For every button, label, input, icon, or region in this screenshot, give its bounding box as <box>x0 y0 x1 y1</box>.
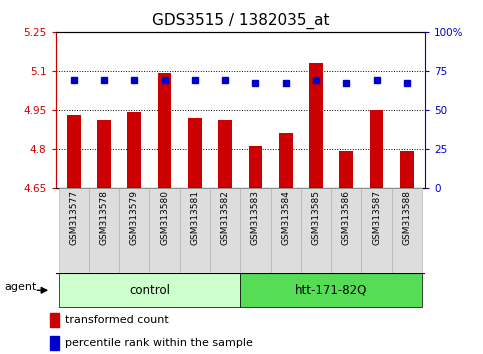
Text: control: control <box>129 284 170 297</box>
Bar <box>50 336 59 350</box>
Bar <box>149 188 180 273</box>
Bar <box>340 151 353 188</box>
Text: GSM313579: GSM313579 <box>130 190 139 245</box>
Text: GSM313583: GSM313583 <box>251 190 260 245</box>
Text: GSM313587: GSM313587 <box>372 190 381 245</box>
Bar <box>210 188 241 273</box>
Bar <box>218 120 232 188</box>
Bar <box>241 273 422 307</box>
Text: GSM313585: GSM313585 <box>312 190 321 245</box>
Bar <box>58 273 241 307</box>
Bar <box>392 188 422 273</box>
Text: percentile rank within the sample: percentile rank within the sample <box>65 338 253 348</box>
Bar <box>89 188 119 273</box>
Bar <box>309 63 323 188</box>
Bar <box>97 120 111 188</box>
Bar <box>370 110 384 188</box>
Bar <box>128 112 141 188</box>
Text: agent: agent <box>4 282 37 292</box>
Text: GSM313580: GSM313580 <box>160 190 169 245</box>
Bar <box>331 188 361 273</box>
Text: GSM313582: GSM313582 <box>221 190 229 245</box>
Bar <box>361 188 392 273</box>
Bar <box>50 313 59 327</box>
Bar <box>119 188 149 273</box>
Bar <box>400 151 413 188</box>
Text: GSM313578: GSM313578 <box>99 190 109 245</box>
Text: transformed count: transformed count <box>65 315 169 325</box>
Bar <box>279 133 293 188</box>
Text: GSM313586: GSM313586 <box>342 190 351 245</box>
Bar <box>270 188 301 273</box>
Text: GSM313577: GSM313577 <box>69 190 78 245</box>
Text: GSM313584: GSM313584 <box>281 190 290 245</box>
Bar <box>158 73 171 188</box>
Text: GSM313581: GSM313581 <box>190 190 199 245</box>
Bar <box>180 188 210 273</box>
Bar <box>58 188 89 273</box>
Bar <box>188 118 202 188</box>
Bar <box>249 146 262 188</box>
Bar <box>241 188 270 273</box>
Text: GSM313588: GSM313588 <box>402 190 412 245</box>
Bar <box>301 188 331 273</box>
Text: htt-171-82Q: htt-171-82Q <box>295 284 368 297</box>
Title: GDS3515 / 1382035_at: GDS3515 / 1382035_at <box>152 13 329 29</box>
Bar <box>67 115 81 188</box>
